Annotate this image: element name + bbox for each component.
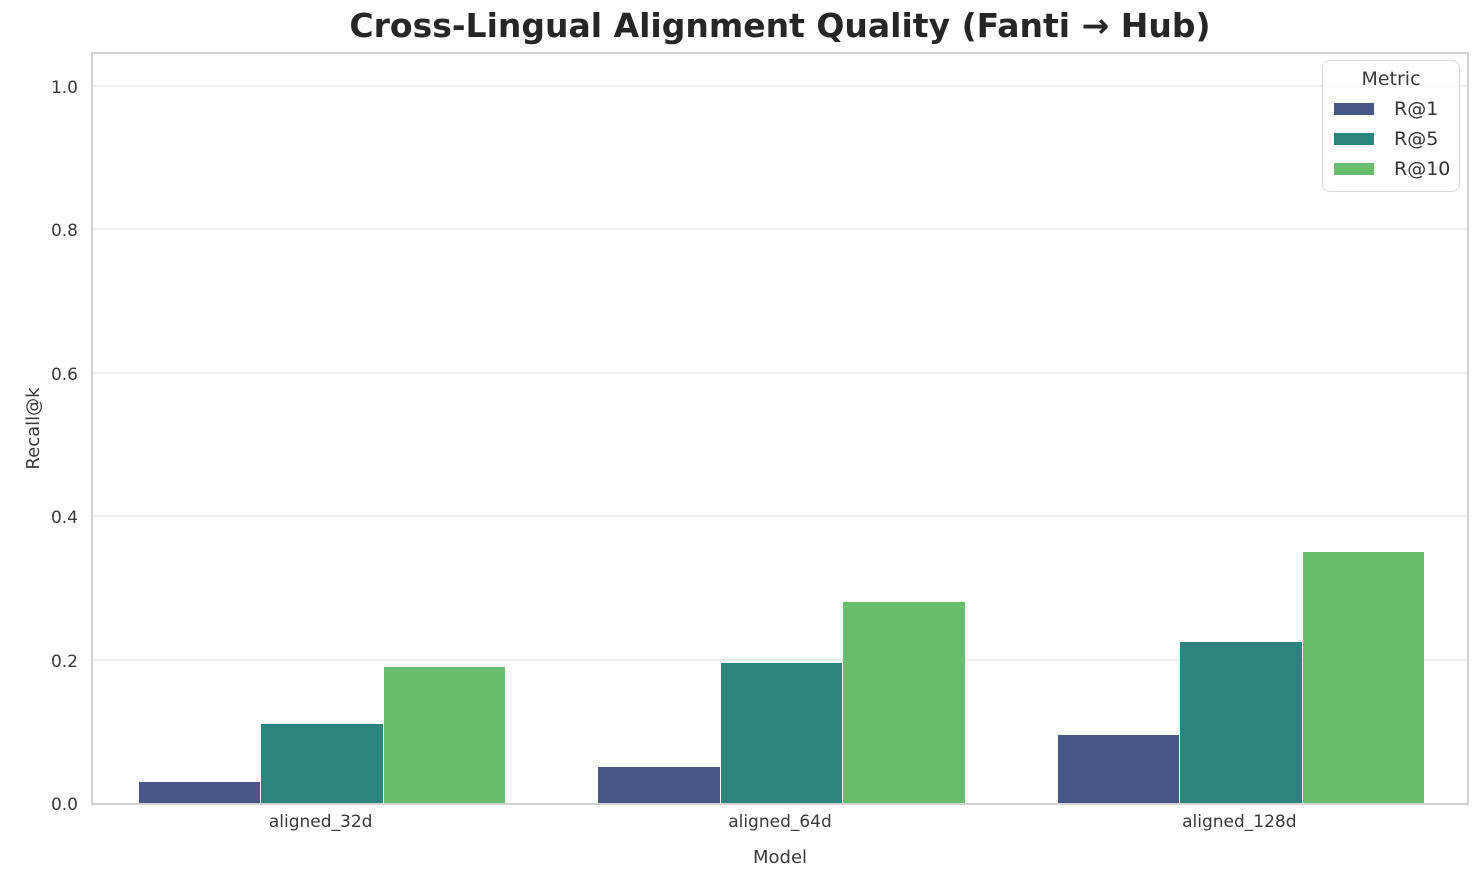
bar-aligned_64d-R@5	[720, 663, 843, 803]
bar-aligned_64d-R@10	[843, 602, 965, 803]
y-tick-label: 0.0	[50, 795, 78, 815]
legend-label: R@5	[1394, 128, 1439, 150]
legend-swatch-icon	[1334, 103, 1374, 115]
chart-title: Cross-Lingual Alignment Quality (Fanti →…	[349, 6, 1211, 45]
y-axis-label: Recall@k	[23, 387, 44, 470]
legend-label: R@1	[1394, 98, 1439, 120]
bar-aligned_32d-R@10	[383, 666, 506, 803]
legend: Metric R@1 R@5 R@10	[1322, 60, 1460, 192]
gridline	[93, 228, 1467, 231]
y-tick-label: 1.0	[50, 77, 78, 98]
bar-aligned_64d-R@1	[598, 767, 720, 803]
gridline	[93, 371, 1467, 374]
bar-aligned_32d-R@1	[138, 781, 261, 803]
x-axis-label: Model	[752, 847, 808, 868]
x-tick-label-aligned_128d: aligned_128d	[1182, 812, 1297, 832]
gridline	[93, 84, 1467, 87]
x-tick-label-aligned_32d: aligned_32d	[268, 812, 373, 832]
x-tick-label-aligned_64d: aligned_64d	[728, 812, 832, 832]
y-tick-label: 0.2	[50, 651, 78, 672]
bar-aligned_32d-R@5	[261, 724, 383, 803]
legend-swatch-icon	[1334, 133, 1374, 145]
legend-entries: R@1 R@5 R@10	[1333, 98, 1451, 180]
y-tick-label: 0.8	[50, 221, 78, 242]
legend-entry-R@5: R@5	[1333, 128, 1449, 150]
legend-title: Metric	[1361, 68, 1421, 90]
plot-area	[91, 52, 1469, 805]
y-tick-label: 0.4	[50, 508, 78, 529]
gridline	[93, 515, 1467, 518]
legend-label: R@10	[1394, 158, 1451, 180]
y-tick-label: 0.6	[50, 364, 78, 385]
bar-aligned_128d-R@1	[1057, 734, 1180, 803]
gridline	[93, 658, 1467, 661]
bar-aligned_128d-R@5	[1180, 641, 1302, 803]
bar-aligned_128d-R@10	[1302, 552, 1425, 803]
legend-entry-R@10: R@10	[1333, 158, 1451, 180]
legend-entry-R@1: R@1	[1333, 98, 1449, 120]
legend-swatch-icon	[1334, 163, 1374, 175]
